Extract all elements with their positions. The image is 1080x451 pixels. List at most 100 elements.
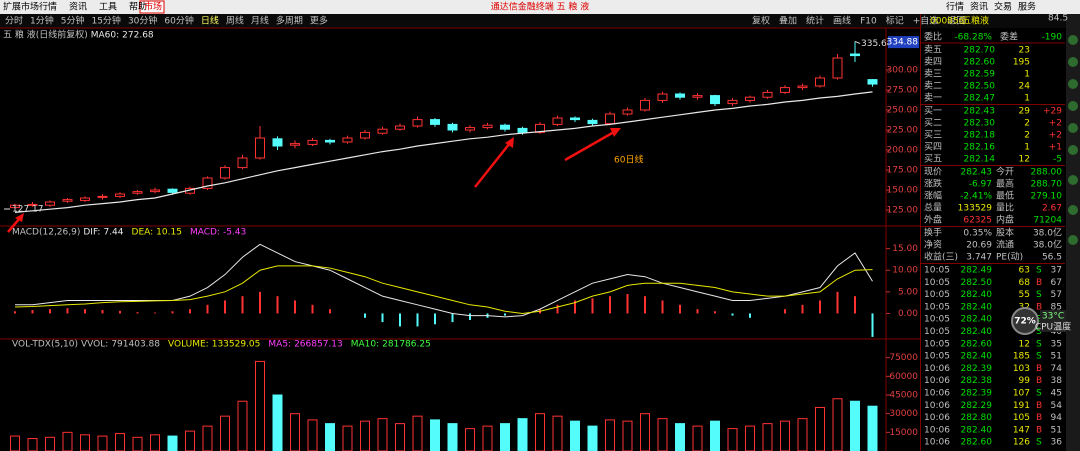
legend-name: DIF: <box>83 228 100 238</box>
tool-button[interactable]: 叠加 <box>779 16 797 27</box>
chart-title: MACD(12,26,9) <box>12 228 80 238</box>
stat-value: 2.67 <box>1042 204 1062 214</box>
period-button[interactable]: 30分钟 <box>128 15 157 27</box>
menu-right-item[interactable]: 交易 <box>994 1 1012 13</box>
trade-time: 10:05 <box>924 302 950 312</box>
trade-side: S <box>1036 290 1042 300</box>
cpu-temp-box <box>1040 310 1066 332</box>
menu-item[interactable]: 资讯 <box>69 2 87 13</box>
trade-volume: 191 <box>1013 401 1030 411</box>
volume-bar <box>570 420 580 451</box>
legend-value: 10.15 <box>156 228 182 238</box>
period-button[interactable]: 更多 <box>310 15 328 27</box>
period-button[interactable]: 多周期 <box>276 15 303 27</box>
legend-name: VOLUME: <box>168 340 209 350</box>
volume-bar <box>500 423 510 451</box>
trade-side: B <box>1036 413 1042 423</box>
stat-label: 股本 <box>996 227 1014 239</box>
candle-body <box>45 201 55 206</box>
volume-bar <box>272 394 283 451</box>
tool-button[interactable]: +自选 <box>913 15 939 27</box>
book-label: 买二 <box>924 118 942 129</box>
stat-label: PE(动) <box>996 252 1023 263</box>
book-volume: 2 <box>1024 131 1030 141</box>
high-label: 335.68 <box>861 39 893 49</box>
volume-bar <box>780 420 790 451</box>
candle-body <box>482 124 493 129</box>
stat-value: 3.747 <box>966 253 992 263</box>
trade-price: 282.40 <box>961 290 993 300</box>
y-tick-label: 0.00 <box>898 309 918 319</box>
book-volume: 29 <box>1019 107 1031 117</box>
candle-body <box>727 99 738 105</box>
volume-bar <box>202 425 213 451</box>
trade-time: 10:06 <box>924 401 950 411</box>
menu-right-item[interactable]: 资讯 <box>970 2 988 13</box>
period-button[interactable]: 月线 <box>251 15 269 27</box>
trade-count: 51 <box>1051 352 1062 362</box>
tool-button[interactable]: 标记 <box>886 15 904 27</box>
trade-price: 282.40 <box>961 315 993 325</box>
side-strip <box>1066 14 1080 451</box>
menu-item-active[interactable]: 市场 <box>144 1 162 13</box>
trade-price: 282.39 <box>961 364 993 374</box>
tool-button[interactable]: F10 <box>860 17 877 27</box>
period-button[interactable]: 日线 <box>201 15 219 27</box>
label: 委差 <box>1000 31 1018 43</box>
legend-value: 272.68 <box>122 31 154 41</box>
menu-right-item[interactable]: 服务 <box>1018 1 1036 13</box>
volume-bar <box>325 423 335 451</box>
menu-item[interactable]: 扩展市场行情 <box>3 1 57 13</box>
axis-marker-box <box>888 36 919 49</box>
volume-bar <box>360 420 370 451</box>
y-tick-label: 15.00 <box>892 244 918 254</box>
candle-body <box>867 79 878 85</box>
legend-value: 281786.25 <box>382 340 431 350</box>
book-change: +29 <box>1043 107 1062 117</box>
legend-name: MACD: <box>190 228 220 238</box>
menu-right-item[interactable]: 行情 <box>946 1 964 13</box>
candle-body <box>62 199 73 202</box>
book-label: 卖二 <box>924 81 942 92</box>
stat-value: -2.41% <box>960 192 992 202</box>
candle-body <box>10 204 20 209</box>
y-tick-label: 60000 <box>889 372 918 382</box>
volume-bar <box>482 425 493 451</box>
window-title: 通达信金融终端 五 粮 液 <box>491 1 590 13</box>
volume-bar <box>27 438 38 451</box>
book-volume: 23 <box>1019 46 1030 56</box>
menu-item[interactable]: 工具 <box>99 2 117 13</box>
volume-bar <box>587 425 598 451</box>
book-change: +2 <box>1049 119 1062 129</box>
candle-body <box>762 91 773 98</box>
period-button[interactable]: 1分钟 <box>30 15 54 27</box>
tool-button[interactable]: 返回 <box>947 15 965 27</box>
trade-time: 10:06 <box>924 413 950 423</box>
tool-button[interactable]: 画线 <box>833 15 851 27</box>
volume-bar <box>307 419 318 451</box>
candle-body <box>745 96 755 101</box>
trade-count: 38 <box>1051 376 1063 386</box>
period-button[interactable]: 15分钟 <box>91 15 120 27</box>
period-button[interactable]: 5分钟 <box>61 15 85 27</box>
volume-bar <box>377 418 388 451</box>
volume-bar <box>605 419 615 451</box>
volume-bar <box>62 431 73 451</box>
tool-button[interactable]: 复权 <box>752 15 770 27</box>
stat-label: 今开 <box>996 166 1014 178</box>
volume-bar <box>745 425 755 451</box>
tool-button[interactable]: 统计 <box>806 15 824 27</box>
candle-body <box>517 127 528 133</box>
period-button[interactable]: 周线 <box>226 15 244 27</box>
y-tick-label: 30000 <box>889 409 918 419</box>
volume-bar <box>167 435 178 451</box>
trade-count: 35 <box>1051 339 1062 349</box>
period-button[interactable]: 60分钟 <box>164 15 193 27</box>
trade-price: 282.40 <box>961 352 993 362</box>
period-button[interactable]: 分时 <box>5 15 23 27</box>
menu-item[interactable]: 帮助 <box>129 1 147 13</box>
stat-value: 56.5 <box>1042 253 1062 263</box>
stat-label: 总量 <box>924 202 942 214</box>
trade-count: 94 <box>1051 413 1063 423</box>
candle-body <box>832 57 843 79</box>
